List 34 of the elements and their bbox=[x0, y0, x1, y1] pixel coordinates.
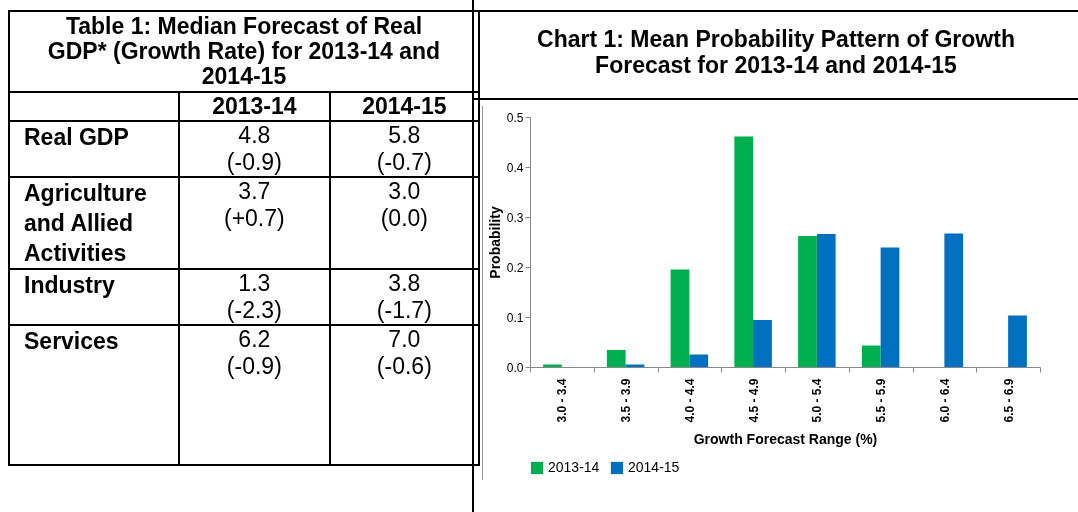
text: 1.3 (-2.3) bbox=[226, 270, 282, 323]
category-label: Industry bbox=[24, 272, 115, 298]
category-label: Services bbox=[24, 328, 119, 354]
category-label: 2014-15 bbox=[329, 92, 479, 121]
text: 3.8 (-1.7) bbox=[376, 270, 432, 323]
x-tick-label: 3.5 - 3.9 bbox=[619, 378, 634, 423]
x-tick-label: 4.0 - 4.4 bbox=[682, 378, 697, 423]
x-tick-label: 6.5 - 6.9 bbox=[1001, 378, 1016, 423]
text: 3.7 (+0.7) bbox=[223, 178, 285, 231]
chart-title: Chart 1: Mean Probability Pattern of Growth Forecast for 2013-14 and 2014-15 bbox=[474, 10, 1078, 100]
text: 7.0 (-0.6) bbox=[376, 326, 432, 379]
text: 3.0 (0.0) bbox=[380, 178, 428, 231]
x-tick-label: 3.0 - 3.4 bbox=[555, 378, 570, 423]
text: 5.8 (-0.7) bbox=[376, 122, 432, 175]
x-axis-title: Growth Forecast Range (%) bbox=[693, 430, 878, 447]
x-tick-label: 5.0 - 5.4 bbox=[810, 378, 825, 423]
x-tick-label: 6.0 - 6.4 bbox=[937, 378, 952, 423]
text: 6.2 (-0.9) bbox=[226, 326, 282, 379]
y-tick-label: 0.2 bbox=[506, 260, 524, 275]
legend-label: 2014-15 bbox=[628, 459, 680, 475]
y-tick-label: 0.4 bbox=[506, 160, 524, 175]
category-label: Real GDP bbox=[24, 124, 129, 150]
text: 4.8 (-0.9) bbox=[226, 122, 282, 175]
x-tick-label: 4.5 - 4.9 bbox=[746, 378, 761, 423]
category-label: 2013-14 bbox=[179, 92, 330, 121]
text: Table 1: Median Forecast of Real GDP* (Growth Rate) for 2013-14 and 2014-15 bbox=[9, 11, 479, 92]
y-axis-title: Probability bbox=[486, 206, 503, 279]
category-label: Agriculture and Allied Activities bbox=[24, 180, 147, 266]
y-tick-label: 0.1 bbox=[506, 310, 524, 325]
y-tick-label: 0.0 bbox=[506, 360, 524, 375]
y-tick-label: 0.5 bbox=[506, 110, 524, 125]
legend-label: 2013-14 bbox=[548, 459, 600, 475]
y-tick-label: 0.3 bbox=[506, 210, 524, 225]
x-tick-label: 5.5 - 5.9 bbox=[874, 378, 889, 423]
